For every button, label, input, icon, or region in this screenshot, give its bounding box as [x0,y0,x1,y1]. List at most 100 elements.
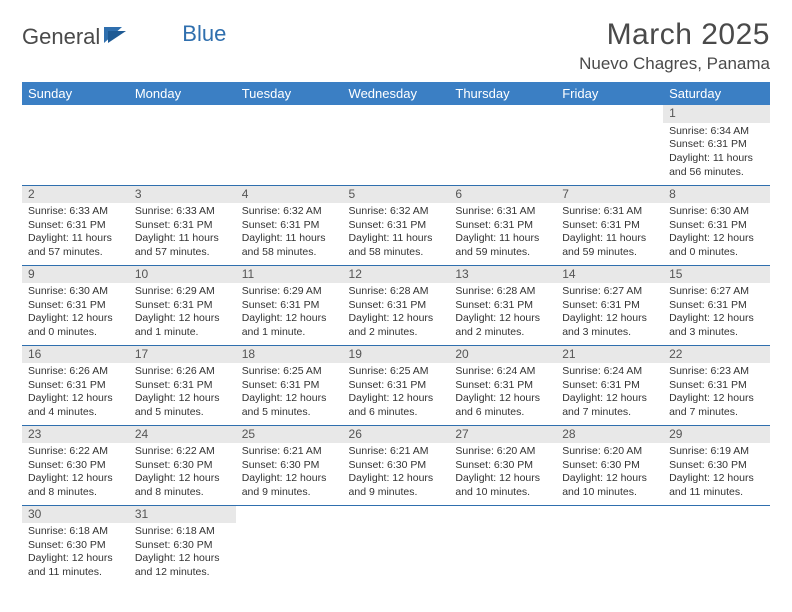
day-header: Monday [129,82,236,105]
sunset: Sunset: 6:31 PM [28,219,123,233]
day-header: Thursday [449,82,556,105]
calendar-cell: 23Sunrise: 6:22 AMSunset: 6:30 PMDayligh… [22,425,129,505]
day-header: Wednesday [343,82,450,105]
sunset: Sunset: 6:31 PM [28,379,123,393]
calendar-cell: 22Sunrise: 6:23 AMSunset: 6:31 PMDayligh… [663,345,770,425]
logo: General Blue [22,24,226,50]
daylight: Daylight: 12 hours and 8 minutes. [28,472,123,499]
day-number: 18 [236,346,343,364]
calendar-cell: 16Sunrise: 6:26 AMSunset: 6:31 PMDayligh… [22,345,129,425]
daylight: Daylight: 12 hours and 7 minutes. [669,392,764,419]
day-number: 7 [556,186,663,204]
daylight: Daylight: 11 hours and 59 minutes. [562,232,657,259]
sunrise: Sunrise: 6:25 AM [242,365,337,379]
sunset: Sunset: 6:31 PM [455,219,550,233]
calendar-cell: 15Sunrise: 6:27 AMSunset: 6:31 PMDayligh… [663,265,770,345]
calendar-cell [556,505,663,585]
day-number: 31 [129,506,236,524]
month-title: March 2025 [579,18,770,52]
sunrise: Sunrise: 6:32 AM [242,205,337,219]
sunset: Sunset: 6:31 PM [242,299,337,313]
daylight: Daylight: 12 hours and 9 minutes. [242,472,337,499]
day-number: 12 [343,266,450,284]
calendar-cell: 12Sunrise: 6:28 AMSunset: 6:31 PMDayligh… [343,265,450,345]
day-number: 22 [663,346,770,364]
sunrise: Sunrise: 6:18 AM [135,525,230,539]
daylight: Daylight: 11 hours and 57 minutes. [28,232,123,259]
calendar-week: 16Sunrise: 6:26 AMSunset: 6:31 PMDayligh… [22,345,770,425]
calendar-cell [343,105,450,185]
daylight: Daylight: 12 hours and 7 minutes. [562,392,657,419]
calendar-cell [22,105,129,185]
sunrise: Sunrise: 6:30 AM [669,205,764,219]
logo-text-blue: Blue [182,21,226,47]
day-number: 19 [343,346,450,364]
daylight: Daylight: 12 hours and 6 minutes. [349,392,444,419]
sunset: Sunset: 6:31 PM [562,299,657,313]
calendar-cell [449,505,556,585]
sunset: Sunset: 6:30 PM [349,459,444,473]
sunrise: Sunrise: 6:26 AM [135,365,230,379]
calendar-week: 30Sunrise: 6:18 AMSunset: 6:30 PMDayligh… [22,505,770,585]
daylight: Daylight: 12 hours and 10 minutes. [455,472,550,499]
sunrise: Sunrise: 6:26 AM [28,365,123,379]
day-number: 6 [449,186,556,204]
sunrise: Sunrise: 6:32 AM [349,205,444,219]
daylight: Daylight: 12 hours and 5 minutes. [135,392,230,419]
calendar-cell: 20Sunrise: 6:24 AMSunset: 6:31 PMDayligh… [449,345,556,425]
sunrise: Sunrise: 6:21 AM [242,445,337,459]
calendar-cell: 6Sunrise: 6:31 AMSunset: 6:31 PMDaylight… [449,185,556,265]
daylight: Daylight: 12 hours and 11 minutes. [28,552,123,579]
day-number: 1 [663,105,770,123]
calendar-cell: 3Sunrise: 6:33 AMSunset: 6:31 PMDaylight… [129,185,236,265]
calendar-cell [663,505,770,585]
day-number: 2 [22,186,129,204]
day-number: 9 [22,266,129,284]
sunset: Sunset: 6:31 PM [562,219,657,233]
sunset: Sunset: 6:30 PM [28,539,123,553]
sunset: Sunset: 6:30 PM [562,459,657,473]
sunrise: Sunrise: 6:22 AM [28,445,123,459]
day-header: Friday [556,82,663,105]
day-number: 27 [449,426,556,444]
daylight: Daylight: 12 hours and 5 minutes. [242,392,337,419]
daylight: Daylight: 12 hours and 8 minutes. [135,472,230,499]
sunset: Sunset: 6:30 PM [455,459,550,473]
sunrise: Sunrise: 6:18 AM [28,525,123,539]
day-number: 26 [343,426,450,444]
calendar-cell: 13Sunrise: 6:28 AMSunset: 6:31 PMDayligh… [449,265,556,345]
calendar-cell: 21Sunrise: 6:24 AMSunset: 6:31 PMDayligh… [556,345,663,425]
calendar-cell: 28Sunrise: 6:20 AMSunset: 6:30 PMDayligh… [556,425,663,505]
calendar-cell: 31Sunrise: 6:18 AMSunset: 6:30 PMDayligh… [129,505,236,585]
daylight: Daylight: 12 hours and 1 minute. [135,312,230,339]
sunrise: Sunrise: 6:22 AM [135,445,230,459]
sunset: Sunset: 6:31 PM [242,219,337,233]
sunset: Sunset: 6:31 PM [135,299,230,313]
calendar-cell: 24Sunrise: 6:22 AMSunset: 6:30 PMDayligh… [129,425,236,505]
daylight: Daylight: 12 hours and 11 minutes. [669,472,764,499]
sunrise: Sunrise: 6:29 AM [242,285,337,299]
sunrise: Sunrise: 6:34 AM [669,125,764,139]
calendar-cell: 26Sunrise: 6:21 AMSunset: 6:30 PMDayligh… [343,425,450,505]
calendar-cell: 8Sunrise: 6:30 AMSunset: 6:31 PMDaylight… [663,185,770,265]
calendar-cell: 19Sunrise: 6:25 AMSunset: 6:31 PMDayligh… [343,345,450,425]
day-number: 11 [236,266,343,284]
sunrise: Sunrise: 6:33 AM [28,205,123,219]
day-number: 14 [556,266,663,284]
sunrise: Sunrise: 6:30 AM [28,285,123,299]
calendar-cell: 2Sunrise: 6:33 AMSunset: 6:31 PMDaylight… [22,185,129,265]
day-number: 30 [22,506,129,524]
calendar-cell: 30Sunrise: 6:18 AMSunset: 6:30 PMDayligh… [22,505,129,585]
day-header: Sunday [22,82,129,105]
daylight: Daylight: 12 hours and 2 minutes. [349,312,444,339]
daylight: Daylight: 12 hours and 9 minutes. [349,472,444,499]
sunset: Sunset: 6:31 PM [669,379,764,393]
calendar-week: 1Sunrise: 6:34 AMSunset: 6:31 PMDaylight… [22,105,770,185]
calendar-cell [236,105,343,185]
calendar-cell: 5Sunrise: 6:32 AMSunset: 6:31 PMDaylight… [343,185,450,265]
day-number: 5 [343,186,450,204]
calendar-cell: 18Sunrise: 6:25 AMSunset: 6:31 PMDayligh… [236,345,343,425]
calendar-cell: 27Sunrise: 6:20 AMSunset: 6:30 PMDayligh… [449,425,556,505]
day-number: 23 [22,426,129,444]
sunset: Sunset: 6:31 PM [669,219,764,233]
